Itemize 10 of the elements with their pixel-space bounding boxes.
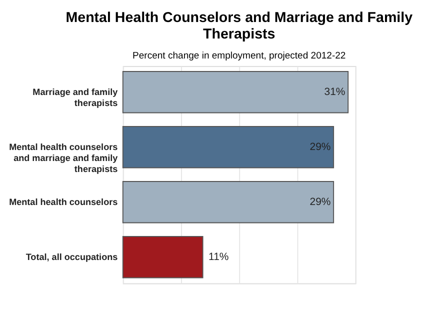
y-tick-label: Marriage and family therapists [32, 87, 118, 108]
y-tick-label: Total, all occupations [26, 252, 118, 262]
data-label: 29% [310, 196, 331, 208]
data-label: 11% [208, 252, 229, 263]
chart-title: Mental Health Counselors and Marriage and Family Therapists [66, 10, 413, 42]
y-tick-label: Mental health counselors and marriage and family therapists [9, 142, 118, 174]
y-tick-label: Mental health counselors [9, 196, 118, 207]
chart-subtitle: Percent change in employment, projected 2012-22 [132, 50, 346, 62]
data-label: 29% [310, 142, 331, 153]
data-label: 31% [324, 87, 346, 98]
